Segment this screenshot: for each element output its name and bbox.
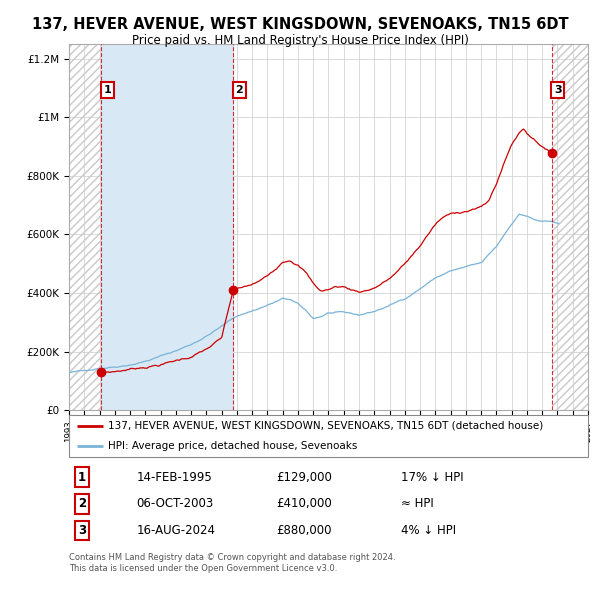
Text: 4% ↓ HPI: 4% ↓ HPI <box>401 524 456 537</box>
Bar <box>101 44 233 410</box>
FancyBboxPatch shape <box>69 415 588 457</box>
Text: 1: 1 <box>78 471 86 484</box>
Bar <box>551 44 588 410</box>
Bar <box>551 44 588 410</box>
Text: £410,000: £410,000 <box>277 497 332 510</box>
Text: ≈ HPI: ≈ HPI <box>401 497 434 510</box>
Bar <box>69 44 101 410</box>
Text: 137, HEVER AVENUE, WEST KINGSDOWN, SEVENOAKS, TN15 6DT (detached house): 137, HEVER AVENUE, WEST KINGSDOWN, SEVEN… <box>108 421 543 431</box>
Text: £880,000: £880,000 <box>277 524 332 537</box>
Text: HPI: Average price, detached house, Sevenoaks: HPI: Average price, detached house, Seve… <box>108 441 358 451</box>
Text: 3: 3 <box>78 524 86 537</box>
Text: 3: 3 <box>554 85 562 95</box>
Text: £129,000: £129,000 <box>277 471 332 484</box>
Text: 06-OCT-2003: 06-OCT-2003 <box>136 497 214 510</box>
Text: Contains HM Land Registry data © Crown copyright and database right 2024.
This d: Contains HM Land Registry data © Crown c… <box>69 553 395 573</box>
Text: Price paid vs. HM Land Registry's House Price Index (HPI): Price paid vs. HM Land Registry's House … <box>131 34 469 47</box>
Text: 2: 2 <box>78 497 86 510</box>
Text: 17% ↓ HPI: 17% ↓ HPI <box>401 471 464 484</box>
Text: 16-AUG-2024: 16-AUG-2024 <box>136 524 215 537</box>
Text: 2: 2 <box>235 85 243 95</box>
Bar <box>69 44 101 410</box>
Text: 14-FEB-1995: 14-FEB-1995 <box>136 471 212 484</box>
Text: 1: 1 <box>104 85 112 95</box>
Text: 137, HEVER AVENUE, WEST KINGSDOWN, SEVENOAKS, TN15 6DT: 137, HEVER AVENUE, WEST KINGSDOWN, SEVEN… <box>32 17 568 31</box>
